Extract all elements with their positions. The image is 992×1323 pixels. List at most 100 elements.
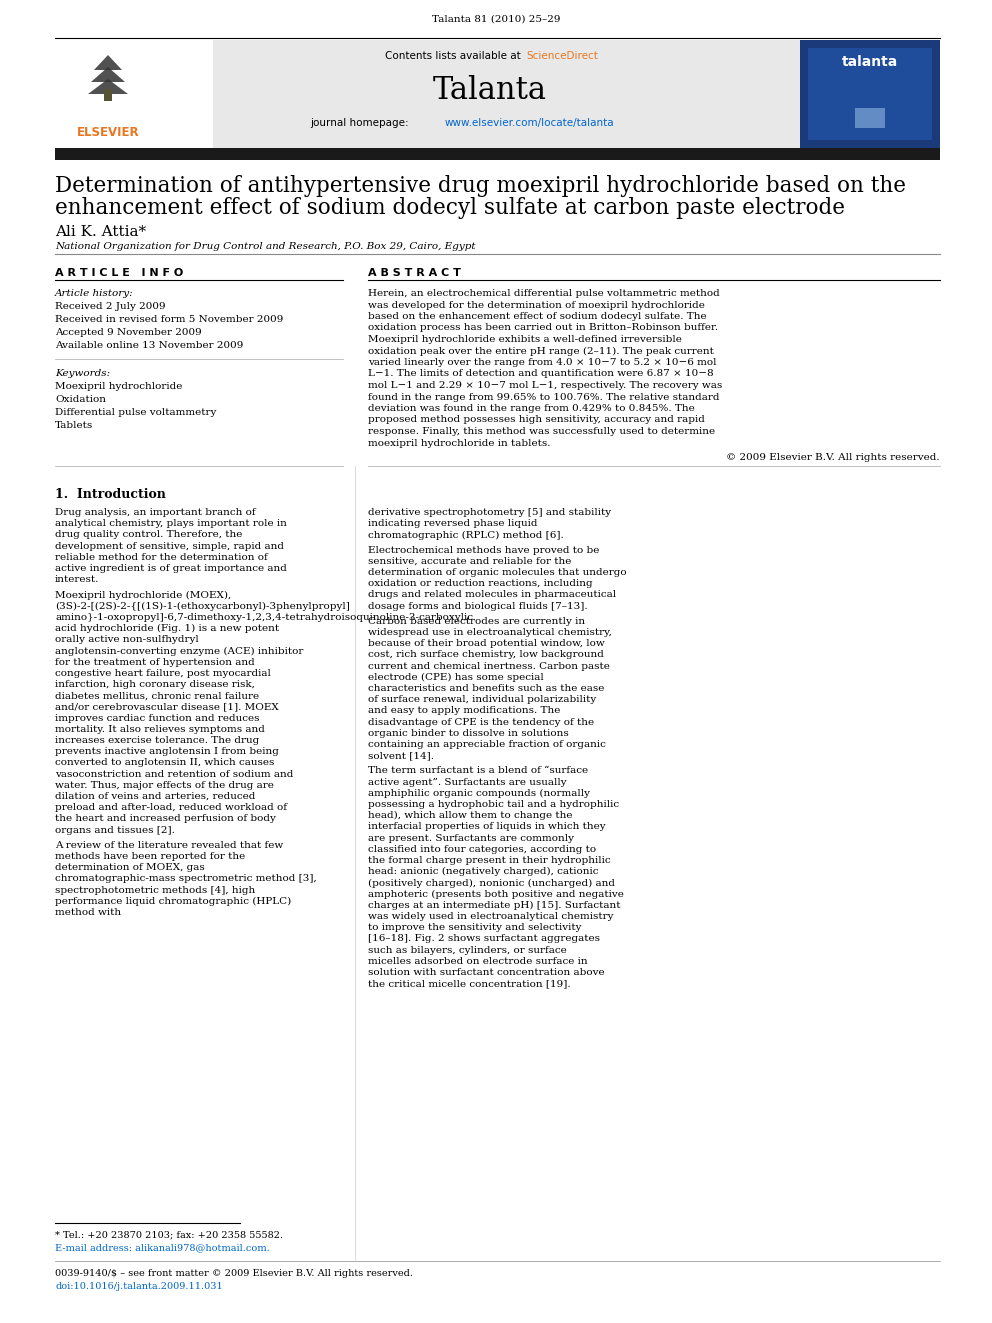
Text: dilation of veins and arteries, reduced: dilation of veins and arteries, reduced: [55, 792, 255, 800]
Text: micelles adsorbed on electrode surface in: micelles adsorbed on electrode surface i…: [368, 957, 587, 966]
Text: head: anionic (negatively charged), cationic: head: anionic (negatively charged), cati…: [368, 867, 598, 876]
Text: oxidation or reduction reactions, including: oxidation or reduction reactions, includ…: [368, 579, 592, 589]
Text: for the treatment of hypertension and: for the treatment of hypertension and: [55, 658, 255, 667]
Text: active ingredient is of great importance and: active ingredient is of great importance…: [55, 564, 287, 573]
FancyBboxPatch shape: [808, 48, 932, 140]
Text: the critical micelle concentration [19].: the critical micelle concentration [19].: [368, 979, 570, 988]
Text: 0039-9140/$ – see front matter © 2009 Elsevier B.V. All rights reserved.: 0039-9140/$ – see front matter © 2009 El…: [55, 1269, 413, 1278]
Text: congestive heart failure, post myocardial: congestive heart failure, post myocardia…: [55, 669, 271, 677]
Text: deviation was found in the range from 0.429% to 0.845%. The: deviation was found in the range from 0.…: [368, 404, 694, 413]
FancyBboxPatch shape: [55, 40, 213, 148]
Text: varied linearly over the range from 4.0 × 10−7 to 5.2 × 10−6 mol: varied linearly over the range from 4.0 …: [368, 359, 716, 366]
Text: performance liquid chromatographic (HPLC): performance liquid chromatographic (HPLC…: [55, 897, 292, 906]
Text: and/or cerebrovascular disease [1]. MOEX: and/or cerebrovascular disease [1]. MOEX: [55, 703, 279, 712]
Polygon shape: [94, 56, 122, 70]
Text: disadvantage of CPE is the tendency of the: disadvantage of CPE is the tendency of t…: [368, 717, 594, 726]
Text: © 2009 Elsevier B.V. All rights reserved.: © 2009 Elsevier B.V. All rights reserved…: [726, 452, 940, 462]
Text: A review of the literature revealed that few: A review of the literature revealed that…: [55, 841, 284, 849]
Text: prevents inactive anglotensin I from being: prevents inactive anglotensin I from bei…: [55, 747, 279, 757]
Text: interest.: interest.: [55, 576, 99, 585]
Text: spectrophotometric methods [4], high: spectrophotometric methods [4], high: [55, 885, 255, 894]
Text: Talanta 81 (2010) 25–29: Talanta 81 (2010) 25–29: [432, 15, 560, 24]
Text: orally active non-sulfhydryl: orally active non-sulfhydryl: [55, 635, 198, 644]
Text: National Organization for Drug Control and Research, P.O. Box 29, Cairo, Egypt: National Organization for Drug Control a…: [55, 242, 475, 251]
Text: anglotensin-converting enzyme (ACE) inhibitor: anglotensin-converting enzyme (ACE) inhi…: [55, 647, 304, 655]
Text: solvent [14].: solvent [14].: [368, 751, 434, 761]
Text: Accepted 9 November 2009: Accepted 9 November 2009: [55, 328, 201, 337]
Text: talanta: talanta: [842, 56, 898, 69]
Text: L−1. The limits of detection and quantification were 6.87 × 10−8: L−1. The limits of detection and quantif…: [368, 369, 713, 378]
Text: Differential pulse voltammetry: Differential pulse voltammetry: [55, 407, 216, 417]
Text: proposed method possesses high sensitivity, accuracy and rapid: proposed method possesses high sensitivi…: [368, 415, 705, 425]
Text: to improve the sensitivity and selectivity: to improve the sensitivity and selectivi…: [368, 923, 581, 933]
Text: widespread use in electroanalytical chemistry,: widespread use in electroanalytical chem…: [368, 628, 612, 636]
Text: such as bilayers, cylinders, or surface: such as bilayers, cylinders, or surface: [368, 946, 566, 955]
FancyBboxPatch shape: [55, 148, 940, 160]
Text: based on the enhancement effect of sodium dodecyl sulfate. The: based on the enhancement effect of sodiu…: [368, 312, 706, 321]
Text: chromatographic (RPLC) method [6].: chromatographic (RPLC) method [6].: [368, 531, 563, 540]
Text: [16–18]. Fig. 2 shows surfactant aggregates: [16–18]. Fig. 2 shows surfactant aggrega…: [368, 934, 600, 943]
Text: infarction, high coronary disease risk,: infarction, high coronary disease risk,: [55, 680, 255, 689]
Text: doi:10.1016/j.talanta.2009.11.031: doi:10.1016/j.talanta.2009.11.031: [55, 1282, 223, 1291]
Text: head), which allow them to change the: head), which allow them to change the: [368, 811, 572, 820]
Text: Received 2 July 2009: Received 2 July 2009: [55, 302, 166, 311]
Text: reliable method for the determination of: reliable method for the determination of: [55, 553, 268, 562]
Text: Available online 13 November 2009: Available online 13 November 2009: [55, 341, 243, 351]
Text: preload and after-load, reduced workload of: preload and after-load, reduced workload…: [55, 803, 287, 812]
Text: Herein, an electrochemical differential pulse voltammetric method: Herein, an electrochemical differential …: [368, 288, 720, 298]
Text: solution with surfactant concentration above: solution with surfactant concentration a…: [368, 968, 605, 976]
Text: Moexipril hydrochloride: Moexipril hydrochloride: [55, 382, 183, 392]
Text: determination of MOEX, gas: determination of MOEX, gas: [55, 863, 204, 872]
Text: indicating reversed phase liquid: indicating reversed phase liquid: [368, 519, 538, 528]
Text: (3S)-2-[(2S)-2-{[(1S)-1-(ethoxycarbonyl)-3phenylpropyl]: (3S)-2-[(2S)-2-{[(1S)-1-(ethoxycarbonyl)…: [55, 602, 350, 611]
Text: ScienceDirect: ScienceDirect: [526, 52, 598, 61]
Text: current and chemical inertness. Carbon paste: current and chemical inertness. Carbon p…: [368, 662, 610, 671]
Text: the heart and increased perfusion of body: the heart and increased perfusion of bod…: [55, 815, 276, 823]
FancyBboxPatch shape: [855, 108, 885, 128]
Text: The term surfactant is a blend of “surface: The term surfactant is a blend of “surfa…: [368, 766, 588, 775]
Text: diabetes mellitus, chronic renal failure: diabetes mellitus, chronic renal failure: [55, 691, 259, 700]
Text: moexipril hydrochloride in tablets.: moexipril hydrochloride in tablets.: [368, 438, 551, 447]
Text: Talanta: Talanta: [433, 75, 547, 106]
Text: determination of organic molecules that undergo: determination of organic molecules that …: [368, 568, 627, 577]
Text: Ali K. Attia*: Ali K. Attia*: [55, 225, 146, 239]
Text: are present. Surfactants are commonly: are present. Surfactants are commonly: [368, 833, 574, 843]
Text: method with: method with: [55, 908, 121, 917]
Text: enhancement effect of sodium dodecyl sulfate at carbon paste electrode: enhancement effect of sodium dodecyl sul…: [55, 197, 845, 220]
Text: classified into four categories, according to: classified into four categories, accordi…: [368, 845, 596, 853]
Text: cost, rich surface chemistry, low background: cost, rich surface chemistry, low backgr…: [368, 651, 604, 659]
Text: of surface renewal, individual polarizability: of surface renewal, individual polarizab…: [368, 695, 596, 704]
Text: amphiphilic organic compounds (normally: amphiphilic organic compounds (normally: [368, 789, 590, 798]
Text: www.elsevier.com/locate/talanta: www.elsevier.com/locate/talanta: [445, 118, 615, 128]
Text: improves cardiac function and reduces: improves cardiac function and reduces: [55, 713, 260, 722]
Text: analytical chemistry, plays important role in: analytical chemistry, plays important ro…: [55, 519, 287, 528]
Polygon shape: [88, 79, 128, 94]
FancyBboxPatch shape: [104, 89, 112, 101]
Polygon shape: [91, 67, 125, 82]
Text: mortality. It also relieves symptoms and: mortality. It also relieves symptoms and: [55, 725, 265, 734]
Text: Determination of antihypertensive drug moexipril hydrochloride based on the: Determination of antihypertensive drug m…: [55, 175, 906, 197]
Text: Electrochemical methods have proved to be: Electrochemical methods have proved to b…: [368, 545, 599, 554]
Text: Keywords:: Keywords:: [55, 369, 110, 378]
Text: possessing a hydrophobic tail and a hydrophilic: possessing a hydrophobic tail and a hydr…: [368, 800, 619, 808]
Text: Moexipril hydrochloride exhibits a well-defined irreversible: Moexipril hydrochloride exhibits a well-…: [368, 335, 682, 344]
Text: oxidation peak over the entire pH range (2–11). The peak current: oxidation peak over the entire pH range …: [368, 347, 714, 356]
Text: water. Thus, major effects of the drug are: water. Thus, major effects of the drug a…: [55, 781, 274, 790]
Text: characteristics and benefits such as the ease: characteristics and benefits such as the…: [368, 684, 604, 693]
FancyBboxPatch shape: [800, 40, 940, 148]
FancyBboxPatch shape: [55, 40, 940, 148]
Text: response. Finally, this method was successfully used to determine: response. Finally, this method was succe…: [368, 427, 715, 437]
Text: drug quality control. Therefore, the: drug quality control. Therefore, the: [55, 531, 242, 540]
Text: because of their broad potential window, low: because of their broad potential window,…: [368, 639, 605, 648]
Text: development of sensitive, simple, rapid and: development of sensitive, simple, rapid …: [55, 541, 284, 550]
Text: the formal charge present in their hydrophilic: the formal charge present in their hydro…: [368, 856, 611, 865]
Text: derivative spectrophotometry [5] and stability: derivative spectrophotometry [5] and sta…: [368, 508, 611, 517]
Text: increases exercise tolerance. The drug: increases exercise tolerance. The drug: [55, 736, 259, 745]
Text: 1.  Introduction: 1. Introduction: [55, 488, 166, 501]
Text: sensitive, accurate and reliable for the: sensitive, accurate and reliable for the: [368, 557, 571, 566]
Text: acid hydrochloride (Fig. 1) is a new potent: acid hydrochloride (Fig. 1) is a new pot…: [55, 624, 279, 634]
Text: methods have been reported for the: methods have been reported for the: [55, 852, 245, 861]
Text: was developed for the determination of moexipril hydrochloride: was developed for the determination of m…: [368, 300, 705, 310]
Text: * Tel.: +20 23870 2103; fax: +20 2358 55582.: * Tel.: +20 23870 2103; fax: +20 2358 55…: [55, 1230, 283, 1240]
Text: Contents lists available at: Contents lists available at: [385, 52, 524, 61]
